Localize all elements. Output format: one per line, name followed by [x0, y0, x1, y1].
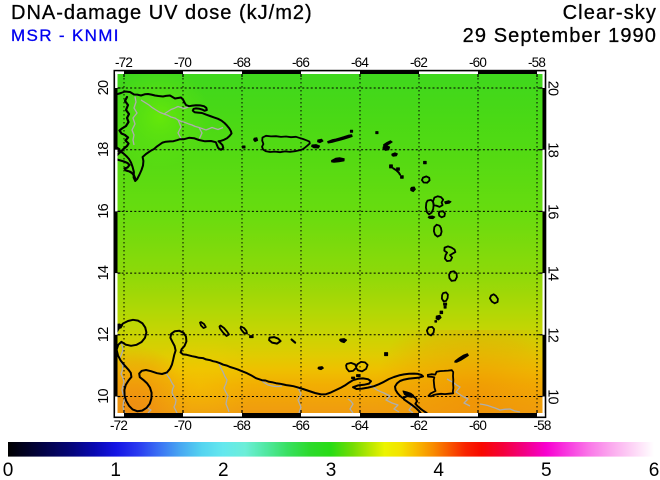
svg-text:-62: -62	[410, 55, 427, 70]
svg-text:14: 14	[545, 266, 561, 281]
svg-text:16: 16	[545, 204, 561, 219]
svg-text:0: 0	[3, 460, 14, 480]
svg-text:-72: -72	[115, 55, 132, 70]
svg-text:-68: -68	[233, 418, 250, 433]
svg-text:-66: -66	[292, 55, 309, 70]
svg-text:12: 12	[545, 328, 561, 343]
svg-text:20: 20	[96, 80, 112, 95]
svg-text:-62: -62	[410, 418, 427, 433]
svg-text:-60: -60	[469, 55, 486, 70]
svg-text:-64: -64	[351, 418, 369, 433]
svg-text:-72: -72	[110, 418, 127, 433]
svg-text:3: 3	[326, 460, 337, 480]
svg-text:-60: -60	[469, 418, 486, 433]
svg-text:-66: -66	[292, 418, 309, 433]
svg-text:12: 12	[96, 327, 112, 342]
svg-text:10: 10	[545, 389, 561, 404]
svg-text:20: 20	[545, 81, 561, 96]
svg-text:-58: -58	[528, 55, 545, 70]
svg-text:-64: -64	[351, 55, 369, 70]
svg-text:-58: -58	[533, 418, 550, 433]
svg-text:-70: -70	[174, 418, 191, 433]
svg-text:14: 14	[96, 265, 112, 280]
svg-text:18: 18	[545, 142, 561, 157]
svg-text:10: 10	[96, 389, 112, 404]
svg-text:18: 18	[96, 142, 112, 157]
svg-text:2: 2	[218, 460, 229, 480]
svg-text:5: 5	[541, 460, 552, 480]
svg-text:4: 4	[433, 460, 444, 480]
svg-text:1: 1	[110, 460, 121, 480]
svg-text:6: 6	[649, 460, 660, 480]
svg-text:-70: -70	[174, 55, 191, 70]
svg-text:-68: -68	[233, 55, 250, 70]
svg-text:16: 16	[96, 203, 112, 218]
